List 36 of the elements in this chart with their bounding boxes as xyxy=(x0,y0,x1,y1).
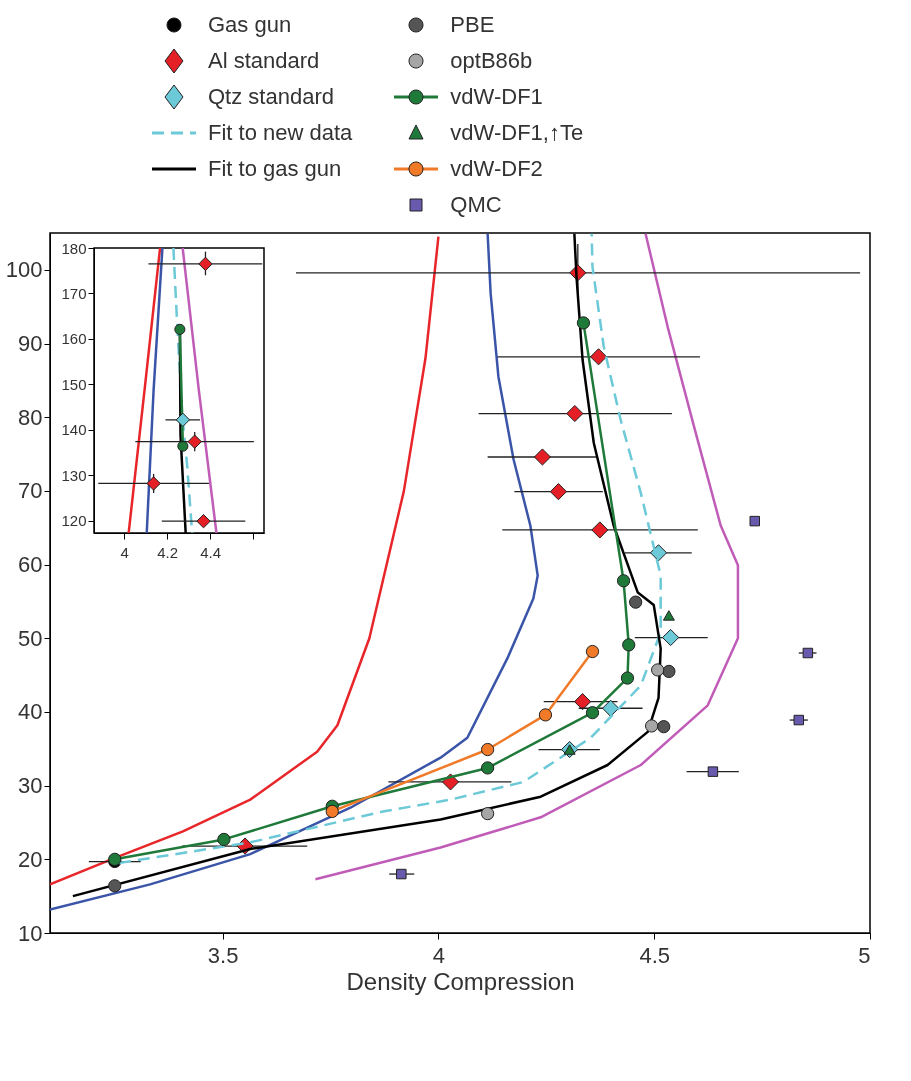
y-tick-label: 120 xyxy=(61,512,87,530)
legend-label: Fit to new data xyxy=(208,120,353,146)
legend-label: vdW-DF1 xyxy=(450,84,543,110)
y-tick-label: 170 xyxy=(61,284,87,302)
x-tick-label: 4.4 xyxy=(200,543,222,561)
x-tick-label: 4 xyxy=(432,942,446,968)
y-tick-label: 80 xyxy=(18,404,43,430)
y-tick-label: 10 xyxy=(18,920,43,946)
legend-label: vdW-DF2 xyxy=(450,156,543,182)
x-tick-label: 4.2 xyxy=(157,543,179,561)
legend-label: Qtz standard xyxy=(208,84,334,110)
legend-label: vdW-DF1,↑Te xyxy=(450,120,584,146)
x-tick-label: 4 xyxy=(120,543,129,561)
legend-label: Fit to gas gun xyxy=(208,156,342,182)
y-tick-label: 60 xyxy=(18,552,43,578)
y-tick-label: 20 xyxy=(18,846,43,872)
legend-label: PBE xyxy=(450,12,495,38)
y-tick-label: 90 xyxy=(18,331,43,357)
y-tick-label: 40 xyxy=(18,699,43,725)
legend-label: Al standard xyxy=(208,48,320,74)
x-tick-label: 4.5 xyxy=(639,942,671,968)
y-tick-label: 70 xyxy=(18,478,43,504)
y-tick-label: 130 xyxy=(61,466,87,484)
y-tick-label: 50 xyxy=(18,625,43,651)
x-tick-label: 3.5 xyxy=(207,942,239,968)
y-tick-label: 160 xyxy=(61,330,87,348)
x-tick-label: 5 xyxy=(858,942,871,968)
y-tick-label: 140 xyxy=(61,421,87,439)
y-tick-label: 150 xyxy=(61,375,87,393)
legend-label: optB86b xyxy=(450,48,533,74)
x-axis-title: Density Compression xyxy=(346,967,575,995)
legend-label: Gas gun xyxy=(208,12,292,38)
legend-label: QMC xyxy=(450,192,502,218)
y-tick-label: 30 xyxy=(18,773,43,799)
y-tick-label: 100 xyxy=(5,257,43,283)
y-tick-label: 180 xyxy=(61,239,87,257)
